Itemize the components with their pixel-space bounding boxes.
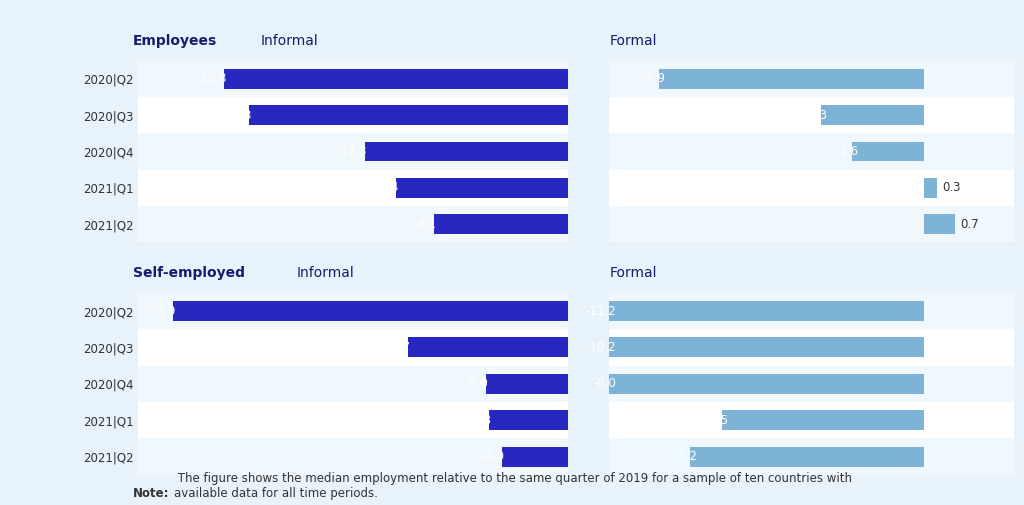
- Bar: [396, 178, 568, 198]
- Bar: [138, 329, 568, 366]
- Text: -10.2: -10.2: [586, 341, 616, 354]
- Bar: [690, 446, 924, 467]
- Bar: [138, 133, 568, 170]
- Text: -10.4: -10.4: [369, 181, 398, 194]
- Text: -4.5: -4.5: [706, 414, 728, 427]
- Bar: [138, 366, 568, 402]
- Bar: [138, 402, 568, 438]
- Bar: [722, 410, 924, 430]
- Text: Note:: Note:: [133, 487, 170, 500]
- Text: Formal: Formal: [609, 266, 656, 280]
- Bar: [924, 214, 955, 234]
- Text: -12.3: -12.3: [337, 145, 368, 158]
- Bar: [609, 97, 1014, 133]
- Text: -5.0: -5.0: [465, 377, 488, 390]
- Text: -8.1: -8.1: [414, 218, 437, 231]
- Bar: [138, 170, 568, 206]
- Text: -5.9: -5.9: [642, 72, 666, 85]
- Bar: [249, 105, 568, 125]
- Bar: [609, 438, 1014, 475]
- Bar: [609, 329, 1014, 366]
- Bar: [564, 374, 924, 394]
- Bar: [609, 206, 1014, 242]
- Bar: [924, 178, 937, 198]
- Text: -2.3: -2.3: [804, 109, 827, 122]
- Bar: [138, 206, 568, 242]
- Bar: [609, 61, 1014, 97]
- Bar: [609, 402, 1014, 438]
- Bar: [408, 337, 568, 358]
- Bar: [173, 301, 568, 321]
- Bar: [138, 293, 568, 329]
- Text: 0.3: 0.3: [942, 181, 961, 194]
- Text: -8.0: -8.0: [593, 377, 616, 390]
- Bar: [365, 141, 568, 162]
- Bar: [609, 170, 1014, 206]
- Bar: [138, 97, 568, 133]
- Bar: [609, 366, 1014, 402]
- Text: Informal: Informal: [261, 34, 318, 48]
- Bar: [421, 301, 924, 321]
- Text: Formal: Formal: [609, 34, 656, 48]
- Bar: [138, 61, 568, 97]
- Bar: [138, 438, 568, 475]
- Text: -20.8: -20.8: [197, 72, 226, 85]
- Text: -4.0: -4.0: [481, 450, 505, 463]
- Bar: [466, 337, 924, 358]
- Text: -1.6: -1.6: [836, 145, 859, 158]
- Bar: [485, 374, 568, 394]
- Bar: [852, 141, 924, 162]
- Bar: [609, 133, 1014, 170]
- Bar: [609, 293, 1014, 329]
- Text: -4.8: -4.8: [468, 414, 492, 427]
- Bar: [820, 105, 924, 125]
- Text: -5.2: -5.2: [674, 450, 697, 463]
- Text: -23.9: -23.9: [145, 305, 175, 318]
- Text: -19.3: -19.3: [221, 109, 252, 122]
- Bar: [434, 214, 568, 234]
- Bar: [488, 410, 568, 430]
- Text: Self-employed: Self-employed: [133, 266, 245, 280]
- Text: Informal: Informal: [297, 266, 354, 280]
- Text: 0.7: 0.7: [959, 218, 979, 231]
- Bar: [658, 69, 924, 89]
- Bar: [224, 69, 568, 89]
- Text: -11.2: -11.2: [586, 305, 616, 318]
- Text: The figure shows the median employment relative to the same quarter of 2019 for : The figure shows the median employment r…: [174, 472, 852, 500]
- Text: -9.7: -9.7: [387, 341, 411, 354]
- Text: Employees: Employees: [133, 34, 217, 48]
- Bar: [502, 446, 568, 467]
